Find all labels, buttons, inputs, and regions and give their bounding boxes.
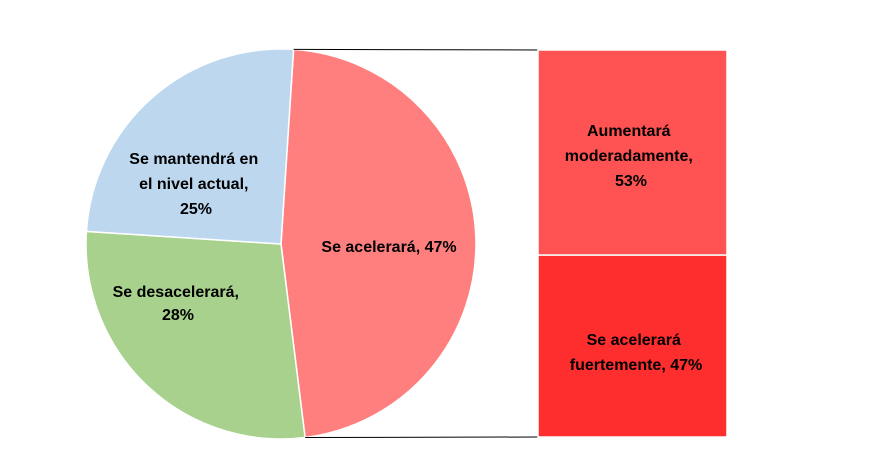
- pie-slice-se-desacelerara: [85, 230, 306, 440]
- connector-lines: [293, 48, 539, 438]
- connector-line-bottom: [305, 436, 539, 438]
- data-label-aumentara-moderadamente: Aumentará moderadamente, 53%: [565, 123, 698, 190]
- connector-line-top: [293, 48, 539, 51]
- bar-segment-se-acelerara-fuertemente: [537, 254, 728, 438]
- breakdown-bar: [537, 49, 728, 438]
- data-label-se-mantendra: Se mantendrá en el nivel actual, 25%: [129, 151, 262, 218]
- pie-slices: [85, 48, 477, 440]
- data-label-se-acelerara-fuertemente: Se acelerará fuertemente, 47%: [570, 332, 703, 374]
- data-label-se-desacelerara: Se desacelerará, 28%: [113, 284, 244, 324]
- data-label-se-acelerara: Se acelerará, 47%: [321, 239, 456, 256]
- pie-slice-se-mantendra-en-el-nivel-actual: [85, 48, 295, 245]
- pie-slice-se-acelerara: [280, 48, 477, 439]
